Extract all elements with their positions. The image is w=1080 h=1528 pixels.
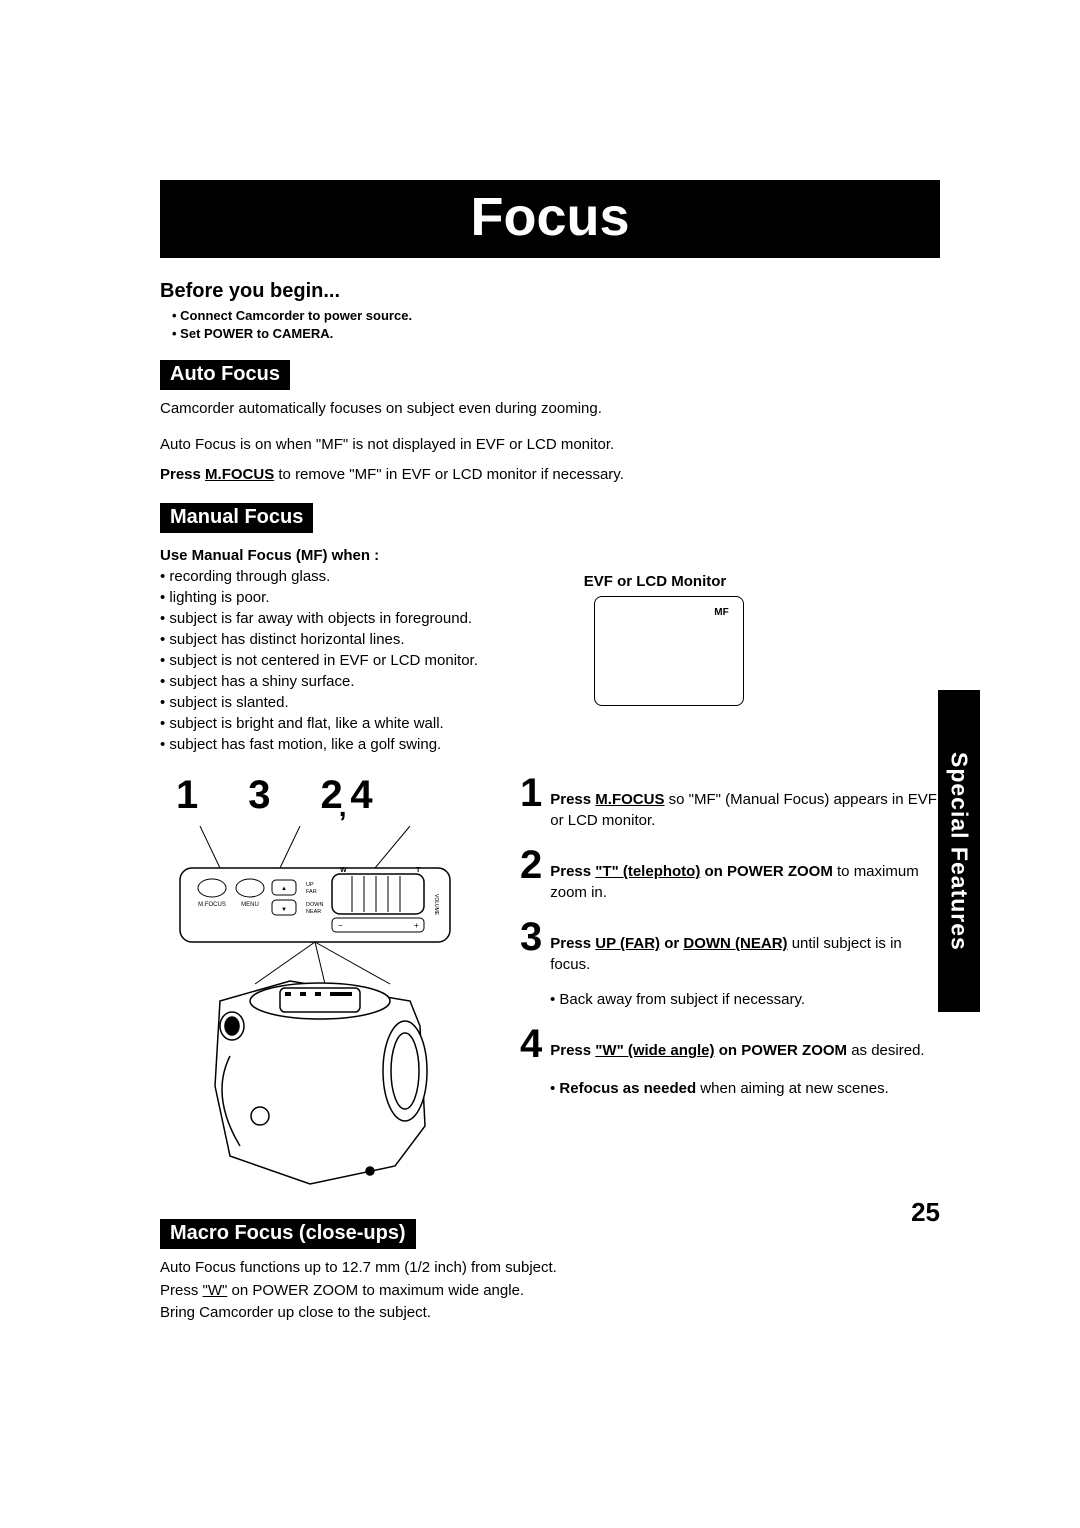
diagram-step-numbers: 1 3 2, 4 xyxy=(160,773,490,818)
before-heading: Before you begin... xyxy=(160,280,940,303)
svg-text:▲: ▲ xyxy=(281,886,287,892)
mf-item: subject is far away with objects in fore… xyxy=(160,608,554,629)
svg-text:+: + xyxy=(414,921,419,930)
svg-text:−: − xyxy=(338,921,343,930)
step-3: 3 Press UP (FAR) or DOWN (NEAR) until su… xyxy=(520,917,940,975)
svg-text:VOLUME: VOLUME xyxy=(433,894,439,916)
auto-focus-text-2: Auto Focus is on when "MF" is not displa… xyxy=(160,434,940,456)
mf-item: subject has distinct horizontal lines. xyxy=(160,629,554,650)
mf-item: recording through glass. xyxy=(160,566,554,587)
before-bullet-2: • Set POWER to CAMERA. xyxy=(172,325,940,343)
svg-text:M.FOCUS: M.FOCUS xyxy=(198,902,226,908)
page-number: 25 xyxy=(911,1197,940,1228)
manual-focus-label: Manual Focus xyxy=(160,503,313,533)
macro-focus-label: Macro Focus (close-ups) xyxy=(160,1219,416,1249)
mf-item: subject is not centered in EVF or LCD mo… xyxy=(160,650,554,671)
monitor-label: EVF or LCD Monitor xyxy=(584,573,940,590)
diagram-column: 1 3 2, 4 ▲ ▼ xyxy=(160,773,490,1201)
svg-text:T: T xyxy=(416,867,421,874)
svg-text:W: W xyxy=(340,867,347,874)
steps-column: 1 Press M.FOCUS so "MF" (Manual Focus) a… xyxy=(520,773,940,1201)
svg-text:UP: UP xyxy=(306,882,314,888)
step-4: 4 Press "W" (wide angle) on POWER ZOOM a… xyxy=(520,1024,940,1064)
step-1: 1 Press M.FOCUS so "MF" (Manual Focus) a… xyxy=(520,773,940,831)
auto-focus-text-3: Press M.FOCUS to remove "MF" in EVF or L… xyxy=(160,464,940,486)
auto-focus-text-1: Camcorder automatically focuses on subje… xyxy=(160,398,940,420)
auto-focus-label: Auto Focus xyxy=(160,360,290,390)
manual-focus-left: Use Manual Focus (MF) when : recording t… xyxy=(160,547,554,755)
manual-focus-right: EVF or LCD Monitor MF xyxy=(584,547,940,755)
step-3-sub: • Back away from subject if necessary. xyxy=(550,989,940,1010)
mf-item: subject is slanted. xyxy=(160,692,554,713)
svg-text:▼: ▼ xyxy=(281,907,287,913)
monitor-mf-indicator: MF xyxy=(714,607,728,618)
step-2: 2 Press "T" (telephoto) on POWER ZOOM to… xyxy=(520,845,940,903)
svg-text:MENU: MENU xyxy=(241,902,259,908)
mf-use-list: recording through glass. lighting is poo… xyxy=(160,566,554,755)
mf-item: subject is bright and flat, like a white… xyxy=(160,713,554,734)
monitor-box-icon: MF xyxy=(594,596,744,706)
before-bullet-1: • Connect Camcorder to power source. xyxy=(172,307,940,325)
mf-item: subject has a shiny surface. xyxy=(160,671,554,692)
macro-focus-body: Auto Focus functions up to 12.7 mm (1/2 … xyxy=(160,1257,940,1325)
before-you-begin-section: Before you begin... • Connect Camcorder … xyxy=(160,280,940,342)
page-title-banner: Focus xyxy=(160,180,940,258)
svg-text:NEAR: NEAR xyxy=(306,909,321,915)
svg-text:FAR: FAR xyxy=(306,889,317,895)
camcorder-diagram-icon: ▲ ▼ − + M.FOCUS MENU UP FAR DOWN NEAR xyxy=(160,826,490,1196)
side-tab-special-features: Special Features xyxy=(938,690,980,1012)
mf-item: lighting is poor. xyxy=(160,587,554,608)
svg-text:DOWN: DOWN xyxy=(306,902,323,908)
step-4-sub: • Refocus as needed when aiming at new s… xyxy=(550,1078,940,1099)
mf-item: subject has fast motion, like a golf swi… xyxy=(160,734,554,755)
mf-use-heading: Use Manual Focus (MF) when : xyxy=(160,547,554,564)
